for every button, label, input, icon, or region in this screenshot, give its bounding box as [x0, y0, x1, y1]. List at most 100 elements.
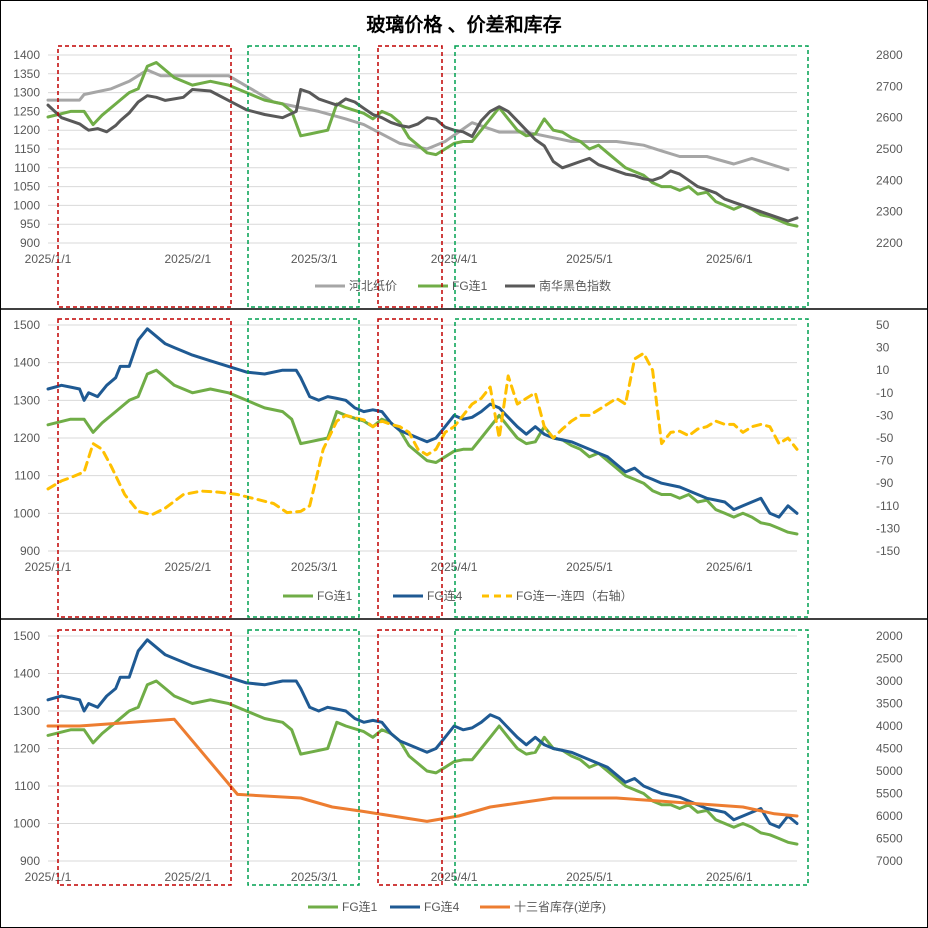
period-box-red	[377, 318, 443, 618]
y-right-tick-label: -90	[876, 476, 894, 490]
legend-label-fg1-fg4-spread: FG连一-连四（右轴）	[516, 588, 633, 603]
y-right-tick-label: 2500	[876, 652, 903, 666]
legend-label-nanhua-black-index: 南华黑色指数	[539, 278, 611, 293]
x-tick-label: 2025/6/1	[706, 252, 753, 266]
y-right-tick-label: 5000	[876, 764, 903, 778]
y-right-tick-label: -10	[876, 386, 894, 400]
x-tick-label: 2025/2/1	[165, 252, 212, 266]
period-box-red	[377, 629, 443, 886]
y-right-tick-label: 3500	[876, 697, 903, 711]
x-tick-label: 2025/6/1	[706, 560, 753, 574]
y-right-tick-label: 7000	[876, 854, 903, 868]
chart-title: 玻璃价格 、价差和库存	[366, 15, 562, 36]
series-line-fg-contract-1	[46, 61, 799, 228]
period-box-green	[454, 629, 809, 886]
period-box-red	[57, 629, 232, 886]
y-right-tick-label: 6500	[876, 832, 903, 846]
y-right-tick-label: 2200	[876, 236, 903, 250]
x-tick-label: 2025/2/1	[165, 560, 212, 574]
period-box-green	[247, 45, 360, 308]
legend-label-fg-contract-1: FG连1	[317, 588, 353, 603]
y-right-tick-label: 50	[876, 318, 890, 332]
y-right-tick-label: -110	[876, 499, 899, 513]
period-box-green	[247, 318, 360, 618]
period-box-green	[454, 45, 809, 308]
y-right-tick-label: -30	[876, 408, 894, 422]
y-left-tick-label: 900	[20, 544, 40, 558]
x-tick-label: 2025/1/1	[25, 560, 72, 574]
y-left-tick-label: 1300	[13, 393, 40, 407]
x-tick-label: 2025/3/1	[291, 870, 338, 884]
legend-label-fg-contract-4: FG连4	[424, 899, 460, 914]
period-box-red	[57, 45, 232, 308]
legend-label-fg-contract-1: FG连1	[342, 899, 378, 914]
y-right-tick-label: 2700	[876, 79, 903, 93]
y-left-tick-label: 1000	[13, 506, 40, 520]
y-right-tick-label: 2300	[876, 205, 903, 219]
legend-label-fg-contract-1: FG连1	[452, 278, 488, 293]
y-left-tick-label: 1000	[13, 817, 40, 831]
x-tick-label: 2025/6/1	[706, 870, 753, 884]
series-line-hebei-paper-price	[46, 68, 790, 172]
x-tick-label: 2025/5/1	[566, 252, 613, 266]
x-tick-label: 2025/3/1	[291, 560, 338, 574]
y-right-tick-label: 6000	[876, 809, 903, 823]
y-right-tick-label: 3000	[876, 674, 903, 688]
x-tick-label: 2025/1/1	[25, 870, 72, 884]
y-right-tick-label: 4000	[876, 719, 903, 733]
y-left-tick-label: 1150	[14, 142, 40, 156]
y-right-tick-label: 2500	[876, 142, 903, 156]
y-right-tick-label: 5500	[876, 787, 903, 801]
y-right-tick-label: 10	[876, 363, 890, 377]
series-line-fg-contract-1	[46, 679, 799, 846]
y-left-tick-label: 1100	[14, 469, 40, 483]
y-left-tick-label: 900	[20, 854, 40, 868]
series-line-fg-contract-4	[46, 327, 799, 519]
series-line-fg-contract-1	[46, 368, 799, 536]
y-left-tick-label: 1300	[13, 86, 40, 100]
y-right-tick-label: 2000	[876, 629, 903, 643]
x-tick-label: 2025/1/1	[25, 252, 72, 266]
y-left-tick-label: 1400	[13, 48, 40, 62]
y-right-tick-label: 30	[876, 341, 890, 355]
y-right-tick-label: -70	[876, 454, 894, 468]
x-tick-label: 2025/5/1	[566, 870, 613, 884]
y-right-tick-label: 2600	[876, 111, 903, 125]
y-right-tick-label: -150	[876, 544, 900, 558]
series-line-thirteen-province-inventory	[46, 717, 799, 823]
series-line-fg1-fg4-spread	[46, 351, 799, 517]
legend-label-thirteen-province-inventory: 十三省库存(逆序)	[514, 899, 606, 914]
y-left-tick-label: 900	[20, 236, 40, 250]
series-line-fg-contract-4	[46, 638, 799, 829]
y-left-tick-label: 1200	[13, 123, 40, 137]
y-left-tick-label: 1100	[14, 779, 40, 793]
y-left-tick-label: 1200	[13, 742, 40, 756]
legend-label-hebei-paper-price: 河北纸价	[349, 279, 397, 293]
x-tick-label: 2025/2/1	[165, 870, 212, 884]
y-right-tick-label: -50	[876, 431, 894, 445]
y-left-tick-label: 1500	[13, 629, 40, 643]
y-left-tick-label: 1500	[13, 318, 40, 332]
legend-label-fg-contract-4: FG连4	[427, 588, 463, 603]
y-left-tick-label: 1250	[13, 104, 40, 118]
y-left-tick-label: 1300	[13, 704, 40, 718]
y-left-tick-label: 1050	[13, 180, 40, 194]
y-right-tick-label: 2800	[876, 48, 903, 62]
period-box-green	[247, 629, 360, 886]
period-box-red	[377, 45, 443, 308]
y-right-tick-label: 4500	[876, 742, 903, 756]
x-tick-label: 2025/4/1	[431, 870, 478, 884]
y-left-tick-label: 950	[20, 217, 40, 231]
period-box-red	[57, 318, 232, 618]
y-right-tick-label: 2400	[876, 173, 903, 187]
y-left-tick-label: 1400	[13, 356, 40, 370]
y-left-tick-label: 1200	[13, 431, 40, 445]
y-right-tick-label: -130	[876, 521, 900, 535]
y-left-tick-label: 1400	[13, 667, 40, 681]
x-tick-label: 2025/4/1	[431, 252, 478, 266]
y-left-tick-label: 1000	[13, 198, 40, 212]
series-line-nanhua-black-index	[46, 88, 799, 223]
y-left-tick-label: 1350	[13, 67, 40, 81]
period-box-green	[454, 318, 809, 618]
